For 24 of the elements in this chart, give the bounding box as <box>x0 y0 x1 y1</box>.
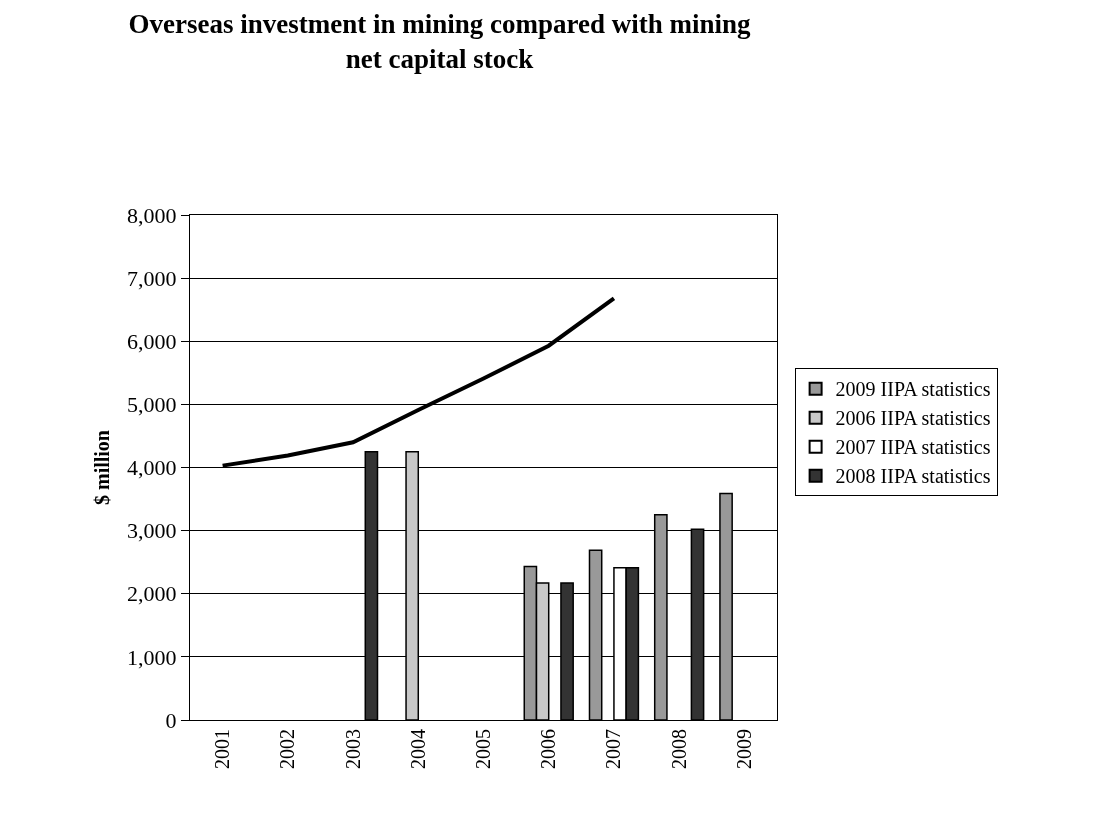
y-tick-label: 5,000 <box>127 392 177 418</box>
y-tick-label: 8,000 <box>127 202 177 228</box>
x-tick-label: 2002 <box>276 729 299 769</box>
x-tick-label: 2006 <box>537 729 560 769</box>
legend-label: 2009 IIPA statistics <box>835 378 991 401</box>
y-tick-label: 2,000 <box>127 581 177 607</box>
y-tick-label: 0 <box>165 707 177 733</box>
x-tick-label: 2005 <box>472 729 494 769</box>
legend-label: 2008 IIPA statistics <box>835 465 991 488</box>
x-tick-label: 2001 <box>211 729 234 769</box>
y-tick-label: 1,000 <box>127 644 177 670</box>
legend-label: 2006 IIPA statistics <box>835 407 991 430</box>
y-tick-label: 6,000 <box>127 328 177 354</box>
y-axis-title: $ million <box>90 429 113 506</box>
chart-title: Overseas investment in mining compared with mining net capital stock <box>128 9 751 75</box>
x-tick-label: 2003 <box>341 729 364 769</box>
y-tick-label: 4,000 <box>127 455 177 481</box>
x-tick-label: 2009 <box>732 729 755 769</box>
y-tick-label: 7,000 <box>127 265 177 291</box>
x-tick-label: 2008 <box>667 729 690 769</box>
x-tick-label: 2004 <box>406 729 429 769</box>
x-tick-label: 2007 <box>602 729 625 769</box>
legend-label: 2007 IIPA statistics <box>835 436 991 459</box>
y-tick-label: 3,000 <box>127 518 177 544</box>
